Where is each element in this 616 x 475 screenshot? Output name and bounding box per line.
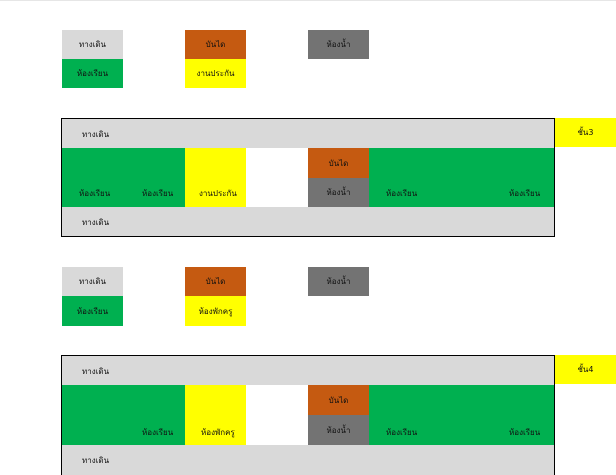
- top-border: [0, 0, 616, 1]
- floor3-classroom-2-label: ห้องเรียน: [142, 189, 174, 198]
- legend2-teacher-room-label: ห้องพักครู: [198, 306, 233, 316]
- floor4-stairs: บันได: [308, 385, 369, 415]
- floor4-walkway-top: ทางเดิน: [62, 356, 554, 385]
- legend-restroom: ห้องน้ำ: [308, 30, 369, 59]
- floor3-classroom-block-right: ห้องเรียน ห้องเรียน: [369, 148, 554, 207]
- legend-classroom-label: ห้องเรียน: [76, 69, 109, 78]
- legend2-restroom: ห้องน้ำ: [308, 267, 369, 296]
- legend2-walkway: ทางเดิน: [62, 267, 123, 296]
- floor4-tag-label: ชั้น4: [577, 365, 594, 374]
- legend-assurance: งานประกัน: [185, 59, 246, 88]
- floor3-stairs-label: บันได: [328, 158, 349, 168]
- floor3-classroom-3-label: ห้องเรียน: [386, 189, 418, 198]
- floor4-tag: ชั้น4: [555, 355, 616, 384]
- legend2-restroom-label: ห้องน้ำ: [326, 277, 351, 286]
- floor3-stairs: บันได: [308, 148, 369, 178]
- legend-walkway: ทางเดิน: [62, 30, 123, 59]
- legend-stairs: บันได: [185, 30, 246, 59]
- legend-restroom-label: ห้องน้ำ: [326, 40, 351, 49]
- floor4-classroom-block-right: ห้องเรียน ห้องเรียน: [369, 385, 554, 445]
- floor4-walkway-top-label: ทางเดิน: [82, 367, 110, 376]
- legend-classroom: ห้องเรียน: [62, 59, 123, 88]
- legend2-teacher-room: ห้องพักครู: [185, 296, 246, 326]
- floor4-classroom-block-left: ห้องเรียน: [62, 385, 185, 445]
- floor3-walkway-top-label: ทางเดิน: [82, 130, 110, 139]
- floor3-plan: ทางเดิน ทางเดิน ห้องเรียน ห้องเรียน งานป…: [61, 118, 555, 237]
- floor4-classroom-3-label: ห้องเรียน: [386, 428, 418, 437]
- floor3-classroom-4-label: ห้องเรียน: [509, 189, 541, 198]
- floor3-walkway-bottom-label: ทางเดิน: [82, 218, 110, 227]
- floor3-assurance-room: งานประกัน: [185, 148, 246, 207]
- floor4-classroom-4-label: ห้องเรียน: [509, 428, 541, 437]
- legend2-stairs-label: บันได: [205, 277, 226, 286]
- floor4-teacher-room-label: ห้องพักครู: [201, 428, 235, 437]
- floor4-teacher-room: ห้องพักครู: [185, 385, 246, 445]
- floor4-stairs-label: บันได: [328, 395, 349, 405]
- floor4-classroom-1-label: ห้องเรียน: [142, 428, 174, 437]
- floor4-walkway-bottom-label: ทางเดิน: [82, 456, 110, 465]
- legend-assurance-label: งานประกัน: [196, 69, 235, 78]
- floor3-restroom-label: ห้องน้ำ: [326, 188, 351, 197]
- legend2-walkway-label: ทางเดิน: [78, 277, 107, 286]
- floor3-walkway-bottom: ทางเดิน: [62, 207, 554, 236]
- floor3-walkway-top: ทางเดิน: [62, 119, 554, 148]
- floor3-assurance-label: งานประกัน: [199, 189, 237, 198]
- legend2-stairs: บันได: [185, 267, 246, 296]
- floor3-restroom: ห้องน้ำ: [308, 178, 369, 207]
- legend-stairs-label: บันได: [205, 40, 226, 49]
- floor4-restroom: ห้องน้ำ: [308, 415, 369, 445]
- floor4-walkway-bottom: ทางเดิน: [62, 445, 554, 475]
- floor3-classroom-block-left: ห้องเรียน ห้องเรียน: [62, 148, 185, 207]
- legend-walkway-label: ทางเดิน: [78, 40, 107, 49]
- floor3-tag-label: ชั้น3: [577, 128, 594, 137]
- floor4-restroom-label: ห้องน้ำ: [326, 425, 351, 435]
- floor3-classroom-1-label: ห้องเรียน: [79, 189, 111, 198]
- floor3-tag: ชั้น3: [555, 118, 616, 147]
- legend2-classroom: ห้องเรียน: [62, 296, 123, 326]
- floor4-plan: ทางเดิน ทางเดิน ห้องเรียน ห้องพักครู บัน…: [61, 355, 555, 475]
- legend2-classroom-label: ห้องเรียน: [76, 306, 109, 316]
